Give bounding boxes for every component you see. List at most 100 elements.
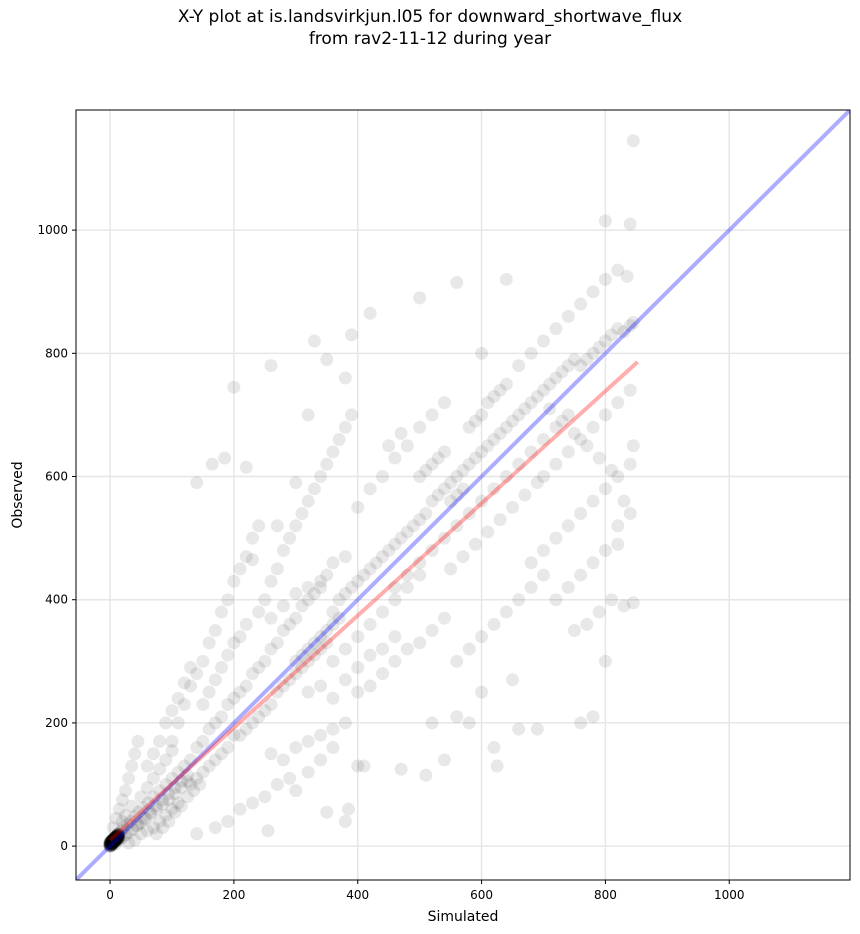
scatter-point <box>153 762 167 776</box>
scatter-point <box>506 414 520 428</box>
scatter-point <box>153 814 167 828</box>
scatter-point <box>351 630 365 644</box>
scatter-point <box>561 408 575 422</box>
scatter-point <box>611 263 625 277</box>
scatter-point <box>580 617 594 631</box>
scatter-point <box>190 771 204 785</box>
scatter-point <box>190 667 204 681</box>
scatter-point <box>180 768 194 782</box>
scatter-point <box>499 470 513 484</box>
scatter-point <box>400 580 414 594</box>
scatter-point <box>388 537 402 551</box>
scatter-point <box>456 550 470 564</box>
scatter-point <box>314 470 328 484</box>
scatter-point <box>215 710 229 724</box>
scatter-point <box>109 831 123 845</box>
scatter-point <box>400 568 414 582</box>
scatter-point <box>109 830 123 844</box>
scatter-point <box>112 802 126 816</box>
scatter-point <box>106 833 120 847</box>
scatter-point <box>518 488 532 502</box>
scatter-point <box>314 728 328 742</box>
scatter-point <box>450 488 464 502</box>
scatter-point <box>103 838 117 852</box>
scatter-point <box>338 642 352 656</box>
scatter-point <box>239 679 253 693</box>
scatter-point <box>270 685 284 699</box>
scatter-point <box>338 587 352 601</box>
scatter-point <box>543 402 557 416</box>
scatter-point <box>419 463 433 477</box>
scatter-point <box>107 834 121 848</box>
scatter-point <box>586 556 600 570</box>
scatter-point <box>239 722 253 736</box>
y-axis-label: Observed <box>10 461 26 528</box>
scatter-point <box>338 371 352 385</box>
scatter-point <box>456 463 470 477</box>
scatter-point <box>351 500 365 514</box>
scatter-point <box>125 822 139 836</box>
scatter-point <box>598 654 612 668</box>
scatter-point <box>218 451 232 465</box>
scatter-point <box>425 457 439 471</box>
scatter-point <box>110 830 124 844</box>
scatter-point <box>450 654 464 668</box>
scatter-point <box>530 722 544 736</box>
scatter-point <box>105 834 119 848</box>
x-tick-label: 0 <box>106 888 114 902</box>
scatter-point <box>168 787 182 801</box>
scatter-point <box>144 807 158 821</box>
scatter-point <box>111 828 125 842</box>
scatter-point <box>115 830 129 844</box>
x-axis-label: Simulated <box>428 909 499 925</box>
scatter-point <box>462 457 476 471</box>
scatter-point <box>110 832 124 846</box>
scatter-point <box>450 710 464 724</box>
scatter-point <box>586 710 600 724</box>
scatter-point <box>536 568 550 582</box>
scatter-point <box>196 654 210 668</box>
scatter-point <box>159 778 173 792</box>
scatter-point <box>506 500 520 514</box>
scatter-point <box>107 833 121 847</box>
scatter-point <box>110 829 124 843</box>
scatter-point <box>326 445 340 459</box>
scatter-point <box>177 676 191 690</box>
scatter-point <box>205 457 219 471</box>
scatter-point <box>131 818 145 832</box>
scatter-point <box>320 352 334 366</box>
scatter-point <box>111 827 125 841</box>
scatter-point <box>301 642 315 656</box>
scatter-point <box>623 319 637 333</box>
scatter-point <box>592 605 606 619</box>
scatter-point <box>499 605 513 619</box>
scatter-point <box>289 654 303 668</box>
chart-title-line-2: from rav2-11-12 during year <box>308 29 552 49</box>
scatter-point <box>295 660 309 674</box>
scatter-point <box>617 599 631 613</box>
scatter-point <box>462 642 476 656</box>
scatter-point <box>109 834 123 848</box>
scatter-point <box>110 828 124 842</box>
scatter-point <box>499 272 513 286</box>
scatter-point <box>425 716 439 730</box>
scatter-point <box>122 836 136 850</box>
x-tick-label: 800 <box>594 888 617 902</box>
scatter-point <box>382 439 396 453</box>
scatter-point <box>490 759 504 773</box>
scatter-points <box>103 134 640 853</box>
scatter-point <box>586 346 600 360</box>
scatter-point <box>320 636 334 650</box>
scatter-point <box>574 297 588 311</box>
one-to-one-line <box>76 110 850 880</box>
scatter-point <box>536 383 550 397</box>
scatter-point <box>119 808 133 822</box>
scatter-point <box>357 759 371 773</box>
scatter-point <box>245 553 259 567</box>
scatter-point <box>301 685 315 699</box>
scatter-point <box>276 543 290 557</box>
scatter-point <box>481 396 495 410</box>
scatter-point <box>326 741 340 755</box>
scatter-point <box>221 814 235 828</box>
scatter-point <box>106 834 120 848</box>
